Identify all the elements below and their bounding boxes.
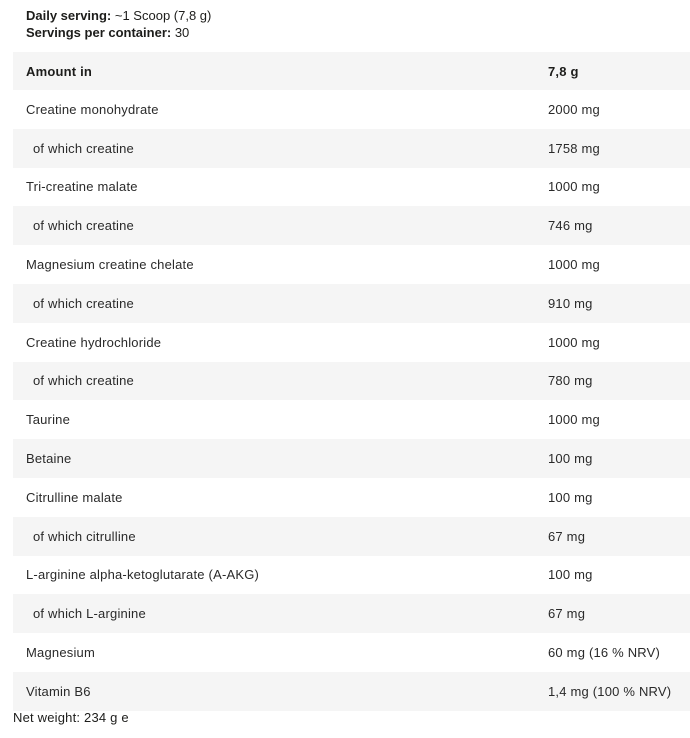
table-row: Creatine hydrochloride 1000 mg xyxy=(13,322,690,362)
header-amount-in: Amount in xyxy=(26,63,93,79)
ingredient-label: of which creatine xyxy=(33,218,134,234)
table-row: of which creatine 1758 mg xyxy=(13,128,690,168)
table-row: of which L-arginine 67 mg xyxy=(13,594,690,634)
table-row: of which creatine 780 mg xyxy=(13,361,690,401)
ingredient-amount: 67 mg xyxy=(548,528,586,544)
daily-serving-value: ~1 Scoop (7,8 g) xyxy=(111,8,212,23)
ingredient-amount: 67 mg xyxy=(548,606,586,622)
table-row: L-arginine alpha-ketoglutarate (A-AKG) 10… xyxy=(13,555,690,595)
table-row: Vitamin B6 1,4 mg (100 % NRV) xyxy=(13,671,690,711)
ingredient-label: Tri-creatine malate xyxy=(26,179,138,195)
daily-serving-line: Daily serving: ~1 Scoop (7,8 g) xyxy=(26,8,211,25)
ingredient-amount: 100 mg xyxy=(548,451,593,467)
ingredient-label: of which citrulline xyxy=(33,528,136,544)
table-row: of which citrulline 67 mg xyxy=(13,516,690,556)
ingredient-amount: 100 mg xyxy=(548,567,593,583)
ingredient-label: Magnesium xyxy=(26,645,95,661)
ingredient-label: of which creatine xyxy=(33,295,134,311)
ingredient-amount: 1,4 mg (100 % NRV) xyxy=(548,683,672,699)
ingredient-amount: 60 mg (16 % NRV) xyxy=(548,645,661,661)
ingredient-label: of which creatine xyxy=(33,373,134,389)
ingredient-label: Taurine xyxy=(26,412,71,428)
table-row: of which creatine 910 mg xyxy=(13,283,690,323)
table-header-row: Amount in 7,8 g xyxy=(13,52,690,90)
ingredient-amount: 1758 mg xyxy=(548,140,600,156)
ingredient-amount: 1000 mg xyxy=(548,179,600,195)
ingredient-amount: 2000 mg xyxy=(548,101,600,117)
ingredient-label: Magnesium creatine chelate xyxy=(26,257,194,273)
table-row: Citrulline malate 100 mg xyxy=(13,477,690,517)
ingredient-amount: 1000 mg xyxy=(548,334,600,350)
ingredient-label: Citrulline malate xyxy=(26,489,123,505)
ingredient-label: Betaine xyxy=(26,451,72,467)
daily-serving-label: Daily serving: xyxy=(26,8,112,23)
ingredient-amount: 100 mg xyxy=(548,489,593,505)
table-row: Betaine 100 mg xyxy=(13,439,690,478)
ingredient-label: of which L-arginine xyxy=(33,606,146,622)
ingredient-label: Creatine monohydrate xyxy=(26,101,159,117)
servings-value: 30 xyxy=(171,24,190,40)
ingredient-amount: 1000 mg xyxy=(548,257,600,273)
ingredient-amount: 746 mg xyxy=(548,218,593,234)
ingredient-label: of which creatine xyxy=(33,140,134,156)
table-row: of which creatine 746 mg xyxy=(13,206,690,246)
table-row: Magnesium 60 mg (16 % NRV) xyxy=(13,633,690,672)
supplement-facts-table: Amount in 7,8 g Creatine monohydrate 2000… xyxy=(13,52,690,711)
ingredient-label: Creatine hydrochloride xyxy=(26,334,162,350)
ingredient-label: L-arginine alpha-ketoglutarate (A-AKG) xyxy=(26,567,260,583)
serving-info: Daily serving: ~1 Scoop (7,8 g) Servings… xyxy=(26,8,211,41)
servings-per-container-line: Servings per container: 30 xyxy=(26,25,211,42)
header-serving-size: 7,8 g xyxy=(548,63,579,79)
ingredient-amount: 910 mg xyxy=(548,295,593,311)
table-body: Creatine monohydrate 2000 mg of which crea… xyxy=(13,90,690,711)
net-weight-text: Net weight: 234 g e xyxy=(13,710,129,725)
table-row: Tri-creatine malate 1000 mg xyxy=(13,167,690,207)
ingredient-amount: 1000 mg xyxy=(548,412,600,428)
table-row: Magnesium creatine chelate 1000 mg xyxy=(13,245,690,284)
table-row: Creatine monohydrate 2000 mg xyxy=(13,90,690,129)
ingredient-amount: 780 mg xyxy=(548,373,593,389)
servings-label: Servings per container: xyxy=(26,24,172,40)
table-row: Taurine 1000 mg xyxy=(13,400,690,440)
ingredient-label: Vitamin B6 xyxy=(26,683,91,699)
